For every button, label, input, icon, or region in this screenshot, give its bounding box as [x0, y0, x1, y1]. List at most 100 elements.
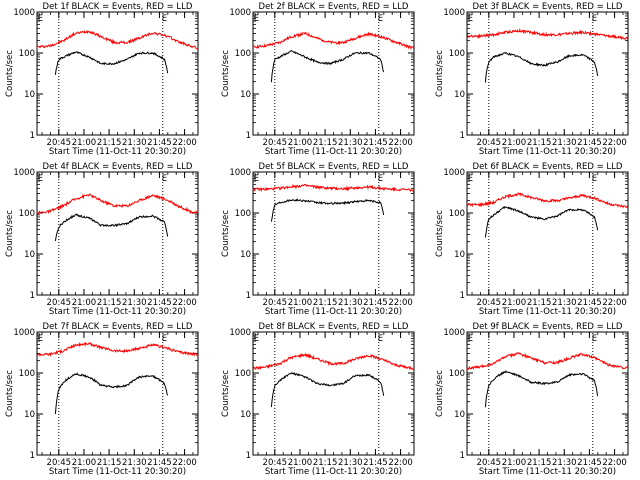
x-tick-label: 20:45 — [263, 458, 288, 468]
start-marker-label: E — [468, 14, 473, 24]
y-tick-label: 100 — [449, 209, 465, 219]
y-tick-label: 100 — [235, 49, 251, 59]
panel-title: Det 4f BLACK = Events, RED = LLD — [43, 162, 193, 172]
y-tick-label: 1000 — [443, 168, 465, 178]
x-tick-label: 21:30 — [552, 298, 577, 308]
end-marker-label: E — [592, 14, 597, 24]
panel-title: Det 8f BLACK = Events, RED = LLD — [259, 322, 409, 332]
end-marker-label: E — [592, 334, 597, 344]
lld-rate-line — [466, 192, 629, 209]
lld-rate-line — [252, 352, 414, 371]
start-marker-label: E — [38, 334, 43, 344]
end-marker-label: E — [378, 334, 383, 344]
x-axis-label: Start Time (11-Oct-11 20:30:20) — [479, 307, 616, 317]
panel-det-7: Det 7f BLACK = Events, RED = LLD 1 10 100 10… — [5, 322, 199, 477]
lld-rate-line — [466, 352, 628, 371]
y-tick-label: 1000 — [229, 8, 251, 18]
x-tick-label: 21:00 — [72, 298, 97, 308]
y-tick-label: 10 — [24, 90, 35, 100]
start-marker-label: E — [38, 174, 43, 184]
x-tick-label: 21:30 — [338, 138, 363, 148]
start-marker-label: E — [254, 14, 259, 24]
x-tick-label: 21:15 — [527, 298, 552, 308]
plot-frame — [466, 171, 629, 296]
x-tick-label: 22:00 — [388, 138, 413, 148]
start-marker-label: E — [254, 334, 259, 344]
panel-title: Det 2f BLACK = Events, RED = LLD — [259, 2, 409, 12]
x-tick-label: 21:45 — [363, 298, 388, 308]
x-tick-label: 22:00 — [602, 458, 627, 468]
lld-rate-line — [36, 193, 199, 215]
x-axis-label: Start Time (11-Oct-11 20:30:20) — [265, 147, 402, 157]
x-tick-label: 20:45 — [47, 138, 72, 148]
event-rate-line — [54, 51, 169, 75]
y-tick-label: 100 — [235, 369, 251, 379]
plot-frame — [36, 11, 199, 136]
y-tick-label: 1 — [30, 291, 35, 301]
y-tick-label: 10 — [454, 410, 465, 420]
y-tick-label: 1 — [30, 131, 35, 141]
y-axis-label: Counts/sec — [435, 370, 445, 417]
y-tick-label: 100 — [19, 209, 35, 219]
y-tick-label: 100 — [19, 369, 35, 379]
plot-frame — [466, 331, 629, 456]
y-axis-label: Counts/sec — [221, 210, 231, 257]
y-tick-label: 1000 — [229, 168, 251, 178]
x-tick-label: 22:00 — [602, 298, 627, 308]
lld-rate-line — [252, 31, 415, 50]
x-tick-label: 20:45 — [47, 298, 72, 308]
x-tick-label: 21:30 — [338, 298, 363, 308]
y-tick-label: 1 — [30, 451, 35, 461]
y-tick-label: 1000 — [443, 8, 465, 18]
x-tick-label: 20:45 — [263, 138, 288, 148]
panel-det-8: Det 8f BLACK = Events, RED = LLD 1 10 100 10… — [221, 322, 415, 477]
y-tick-label: 1000 — [13, 8, 35, 18]
x-tick-label: 21:00 — [502, 138, 527, 148]
event-rate-line — [54, 372, 169, 415]
panel-title: Det 3f BLACK = Events, RED = LLD — [473, 2, 623, 12]
panel-det-6: Det 6f BLACK = Events, RED = LLD 1 10 100 10… — [435, 162, 629, 317]
y-tick-label: 1 — [460, 451, 465, 461]
y-tick-label: 1 — [246, 131, 251, 141]
event-rate-line — [270, 198, 385, 222]
end-marker-label: E — [162, 14, 167, 24]
start-marker-label: E — [468, 334, 473, 344]
y-tick-label: 10 — [240, 90, 251, 100]
x-tick-label: 21:45 — [577, 138, 602, 148]
y-axis-label: Counts/sec — [5, 210, 15, 257]
x-tick-label: 21:30 — [552, 138, 577, 148]
panel-title: Det 7f BLACK = Events, RED = LLD — [43, 322, 193, 332]
x-tick-label: 22:00 — [172, 138, 197, 148]
y-axis-label: Counts/sec — [5, 50, 15, 97]
start-marker-label: E — [38, 14, 43, 24]
x-axis-label: Start Time (11-Oct-11 20:30:20) — [479, 147, 616, 157]
x-tick-label: 22:00 — [172, 298, 197, 308]
y-tick-label: 10 — [454, 250, 465, 260]
end-marker-label: E — [162, 334, 167, 344]
x-tick-label: 21:15 — [97, 138, 122, 148]
event-rate-line — [484, 51, 599, 83]
y-tick-label: 1 — [246, 451, 251, 461]
x-tick-label: 21:45 — [577, 458, 602, 468]
x-tick-label: 21:45 — [147, 458, 172, 468]
y-tick-label: 100 — [449, 369, 465, 379]
x-tick-label: 21:00 — [72, 138, 97, 148]
panel-det-9: Det 9f BLACK = Events, RED = LLD 1 10 100 10… — [435, 322, 629, 477]
y-axis-label: Counts/sec — [221, 50, 231, 97]
y-tick-label: 1000 — [13, 328, 35, 338]
x-tick-label: 21:15 — [313, 138, 338, 148]
x-tick-label: 21:00 — [288, 138, 313, 148]
x-tick-label: 21:15 — [313, 458, 338, 468]
lld-rate-line — [37, 341, 198, 357]
x-tick-label: 21:30 — [122, 458, 147, 468]
lld-rate-line — [252, 183, 415, 193]
y-tick-label: 10 — [240, 410, 251, 420]
x-tick-label: 21:45 — [363, 138, 388, 148]
x-tick-label: 21:00 — [288, 298, 313, 308]
panel-title: Det 5f BLACK = Events, RED = LLD — [259, 162, 409, 172]
y-tick-label: 100 — [235, 209, 251, 219]
x-axis-label: Start Time (11-Oct-11 20:30:20) — [265, 307, 402, 317]
x-tick-label: 20:45 — [477, 298, 502, 308]
lld-rate-line — [466, 27, 629, 40]
